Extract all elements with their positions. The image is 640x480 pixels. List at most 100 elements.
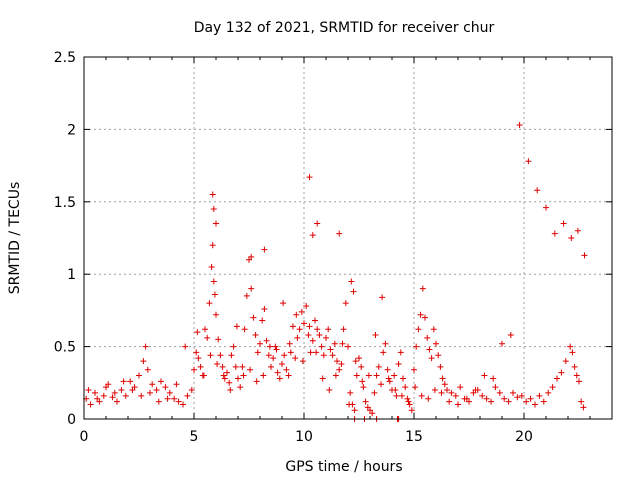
data-point: [408, 407, 415, 414]
data-point: [435, 352, 442, 359]
data-point: [261, 246, 268, 253]
data-point: [371, 389, 378, 396]
data-point: [430, 326, 437, 333]
data-point: [455, 401, 461, 408]
data-point: [375, 363, 382, 370]
data-point: [287, 349, 294, 356]
x-tick-label: 15: [405, 429, 423, 445]
data-point: [405, 398, 412, 405]
data-point: [173, 381, 180, 388]
axis-ticks: 0 0.5 1 1.5 2 2.5 0 5 10 15 20: [54, 50, 612, 445]
data-point: [580, 404, 587, 411]
data-point: [194, 329, 201, 336]
data-point: [527, 395, 534, 402]
data-point: [576, 378, 582, 385]
data-point: [290, 323, 296, 330]
data-point: [235, 375, 241, 382]
data-point: [213, 220, 219, 227]
data-point: [404, 395, 411, 402]
data-point: [352, 358, 359, 365]
data-point: [270, 355, 277, 362]
plot-frame: [83, 56, 613, 420]
data-point: [283, 366, 290, 373]
data-point: [545, 389, 552, 396]
data-point: [444, 387, 450, 394]
data-point: [299, 358, 306, 365]
data-point: [437, 363, 444, 370]
data-point: [439, 375, 446, 382]
data-point: [85, 387, 92, 394]
data-point: [213, 311, 219, 318]
y-tick-label: 0.5: [54, 340, 76, 356]
data-point: [426, 346, 433, 353]
data-point: [499, 340, 505, 347]
y-tick-label: 1: [67, 267, 76, 283]
data-point: [247, 366, 254, 373]
data-point: [136, 372, 142, 379]
data-point: [241, 326, 248, 333]
data-point: [536, 392, 543, 399]
data-point: [574, 227, 581, 234]
data-point: [340, 326, 347, 333]
data-point: [209, 191, 216, 198]
data-point: [103, 384, 109, 391]
data-point: [188, 387, 195, 394]
data-point: [138, 392, 145, 399]
data-point: [191, 366, 197, 373]
data-point: [373, 372, 380, 379]
data-point: [209, 242, 216, 249]
data-point: [140, 358, 147, 365]
data-point: [338, 360, 345, 367]
data-point: [518, 392, 525, 399]
data-point: [496, 389, 503, 396]
data-point: [385, 375, 392, 382]
data-point: [438, 389, 445, 396]
data-point: [573, 372, 580, 379]
data-point: [237, 384, 244, 391]
data-point: [219, 363, 226, 370]
data-point: [239, 363, 246, 370]
data-point: [441, 381, 448, 388]
data-point: [569, 349, 576, 356]
data-point: [193, 349, 200, 356]
data-point: [215, 336, 222, 343]
data-point: [492, 384, 499, 391]
data-point: [208, 263, 215, 270]
data-point: [313, 349, 320, 356]
data-point: [395, 360, 402, 367]
data-point: [463, 395, 470, 402]
y-tick-label: 2.5: [54, 50, 76, 66]
grid-lines: [84, 57, 612, 419]
data-point: [413, 343, 420, 350]
data-point: [166, 389, 173, 396]
data-point: [314, 220, 321, 227]
data-point: [342, 300, 349, 307]
data-point: [276, 375, 283, 382]
data-point: [158, 378, 164, 385]
data-point: [211, 291, 218, 298]
data-point: [523, 398, 530, 405]
data-point: [372, 332, 379, 339]
data-point: [334, 358, 340, 365]
data-point: [100, 392, 107, 399]
data-point: [314, 326, 321, 333]
data-point: [266, 343, 273, 350]
data-point: [184, 392, 191, 399]
data-point: [568, 235, 575, 241]
data-point: [428, 355, 435, 362]
data-point: [543, 204, 549, 211]
data-point: [228, 352, 235, 359]
data-point: [505, 398, 512, 405]
data-point: [391, 372, 398, 379]
data-point: [345, 343, 351, 350]
data-point: [411, 366, 417, 373]
data-point: [162, 384, 169, 391]
data-point: [171, 395, 178, 402]
data-point: [332, 372, 339, 379]
data-point: [336, 230, 343, 237]
data-point: [197, 363, 204, 370]
data-point: [380, 349, 387, 356]
data-point: [578, 398, 585, 405]
data-point: [147, 389, 153, 396]
